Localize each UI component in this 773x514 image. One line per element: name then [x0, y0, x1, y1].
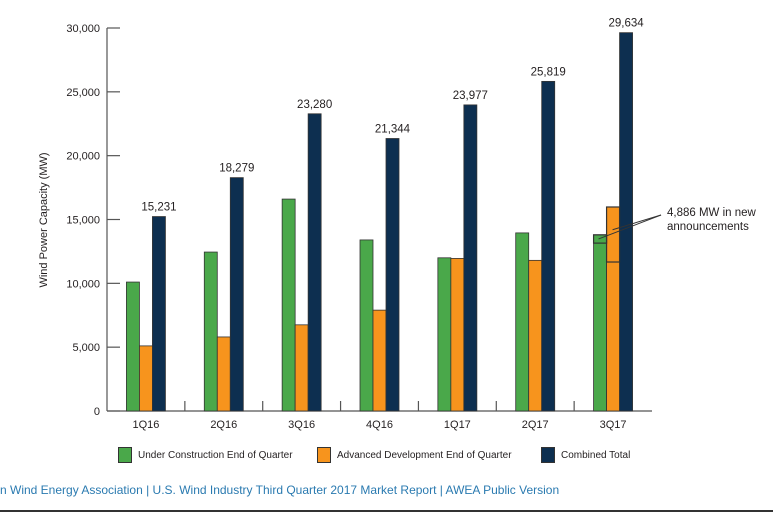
y-tick-label: 10,000	[66, 278, 100, 290]
annotation-leader-line	[598, 214, 662, 240]
bar-advanced-development-end-of-quarter-4Q16	[372, 309, 387, 412]
x-tick-label: 1Q16	[132, 419, 159, 431]
y-axis-title: Wind Power Capacity (MW)	[38, 152, 50, 287]
bar-under-construction-end-of-quarter-3Q17	[593, 234, 607, 412]
data-label: 21,344	[375, 124, 411, 136]
y-tick-label: 5,000	[72, 342, 100, 354]
legend-swatch-orange	[317, 447, 331, 463]
x-tick-label: 2Q16	[210, 419, 237, 431]
y-tick-label: 0	[94, 406, 100, 418]
bar-advanced-development-end-of-quarter-2Q17	[528, 259, 543, 412]
bar-under-construction-end-of-quarter-4Q16	[359, 239, 374, 412]
bar-under-construction-end-of-quarter-3Q16	[281, 198, 296, 412]
bar-combined-total-2Q17	[541, 80, 556, 412]
annotation-box-advanced-development	[605, 206, 621, 263]
bar-advanced-development-end-of-quarter-1Q17	[450, 258, 465, 412]
bar-under-construction-end-of-quarter-2Q16	[203, 251, 218, 412]
x-tick-label: 3Q17	[600, 419, 627, 431]
data-label: 18,279	[219, 163, 254, 175]
x-tick-label: 4Q16	[366, 419, 393, 431]
legend-swatch-green	[118, 447, 132, 463]
annotation-text-line1: 4,886 MW in new	[667, 207, 757, 219]
bar-combined-total-1Q16	[152, 216, 166, 412]
legend-item-combined-total: Combined Total	[541, 447, 630, 463]
annotation-text-line2: announcements	[667, 221, 749, 233]
y-tick-label: 25,000	[66, 87, 100, 99]
bar-combined-total-4Q16	[385, 138, 400, 412]
x-tick-label: 3Q16	[288, 419, 315, 431]
bar-under-construction-end-of-quarter-1Q17	[437, 257, 452, 412]
legend-label: Advanced Development End of Quarter	[337, 449, 512, 461]
y-tick-label: 30,000	[66, 23, 100, 35]
bar-advanced-development-end-of-quarter-2Q16	[216, 336, 231, 412]
data-label: 25,819	[531, 66, 566, 78]
bar-advanced-development-end-of-quarter-3Q16	[294, 324, 309, 412]
bar-advanced-development-end-of-quarter-1Q16	[139, 345, 153, 412]
footer-text: n Wind Energy Association | U.S. Wind In…	[0, 483, 560, 497]
legend-item-under-construction: Under Construction End of Quarter	[118, 447, 293, 463]
bar-advanced-development-end-of-quarter-3Q17	[606, 206, 620, 412]
data-label: 23,977	[453, 90, 488, 102]
bar-under-construction-end-of-quarter-2Q17	[515, 232, 530, 412]
y-tick-label: 20,000	[66, 151, 100, 163]
data-label: 15,231	[141, 202, 176, 214]
annotation-leader-line	[612, 214, 662, 231]
legend-label: Under Construction End of Quarter	[138, 449, 293, 461]
legend-swatch-navy	[541, 447, 555, 463]
bottom-rule	[0, 510, 773, 512]
data-label: 29,634	[608, 18, 644, 30]
legend-label: Combined Total	[561, 449, 631, 461]
data-label: 23,280	[297, 99, 332, 111]
bar-combined-total-1Q17	[463, 104, 478, 412]
x-tick-label: 2Q17	[522, 419, 549, 431]
x-tick-label: 1Q17	[444, 419, 471, 431]
bar-combined-total-3Q17	[619, 32, 633, 412]
bar-combined-total-3Q16	[307, 113, 322, 412]
legend-item-advanced-development: Advanced Development End of Quarter	[317, 447, 512, 463]
y-tick-label: 15,000	[66, 215, 100, 227]
bar-combined-total-2Q16	[229, 177, 244, 412]
bar-under-construction-end-of-quarter-1Q16	[126, 281, 140, 412]
bar-chart: 0 5,000 10,000 15,000 20,000 25,000 30,000 Wind…	[38, 18, 757, 431]
